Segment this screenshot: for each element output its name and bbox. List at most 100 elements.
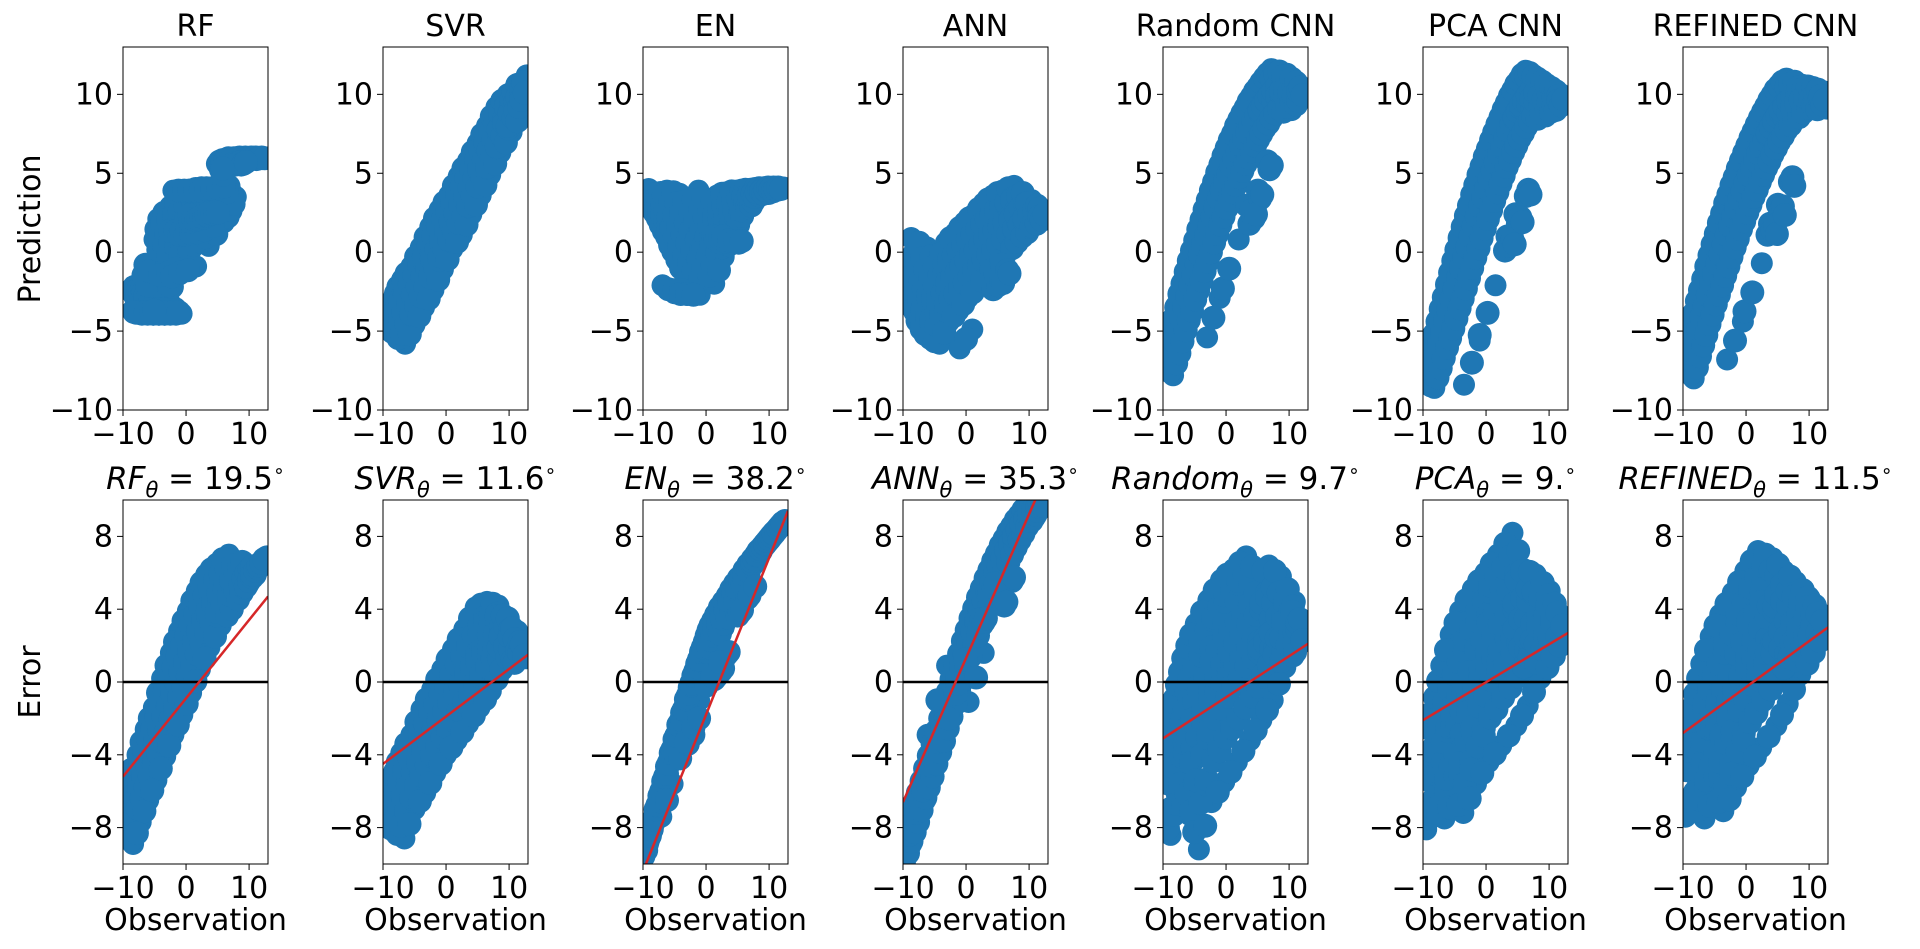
angle-model-name: RF — [106, 461, 147, 497]
y-tick-label: −4 — [329, 738, 373, 773]
y-tick-label: 0 — [1394, 235, 1413, 270]
scatter-point — [1259, 153, 1284, 178]
y-tick-label: 4 — [874, 592, 893, 627]
scatter-point — [1742, 744, 1767, 769]
x-tick-label: 10 — [750, 417, 788, 452]
y-tick-label: −10 — [50, 393, 113, 428]
subplot-title: REFINED CNN — [1653, 9, 1859, 44]
x-tick-label: −10 — [1131, 871, 1194, 906]
x-tick-label: 10 — [230, 871, 268, 906]
y-tick-label: −10 — [830, 393, 893, 428]
y-tick-label: −8 — [1369, 811, 1413, 846]
scatter-point — [192, 646, 217, 671]
axes-frame — [642, 46, 789, 411]
degree-symbol: ∘ — [1067, 460, 1079, 482]
y-tick-label: −10 — [570, 393, 633, 428]
regression-fit-line — [1683, 626, 1828, 735]
y-tick-label: −4 — [589, 738, 633, 773]
x-tick-label: 0 — [436, 871, 455, 906]
xlabel-observation: Observation — [1144, 903, 1327, 938]
subplot-title: EN — [695, 9, 736, 44]
y-tick-label: 5 — [1134, 156, 1153, 191]
scatter-point — [1717, 787, 1742, 812]
y-tick-label: 8 — [94, 519, 113, 554]
scatter-point — [964, 665, 989, 690]
scatter-point — [473, 173, 498, 198]
regression-fit-line — [1163, 642, 1308, 740]
y-tick-label: 5 — [94, 156, 113, 191]
scatter-point — [1764, 222, 1789, 246]
scatter-point — [1290, 83, 1308, 108]
x-tick-label: 10 — [1530, 871, 1568, 906]
angle-theta-subscript: θ — [417, 478, 430, 502]
scatter-point — [1770, 702, 1794, 727]
scatter-point — [1201, 305, 1226, 330]
scatter-point — [142, 298, 167, 323]
y-tick-label: 4 — [1394, 592, 1413, 627]
x-tick-label: 10 — [1010, 871, 1048, 906]
scatter-point — [1475, 300, 1500, 325]
scatter-point — [687, 706, 712, 731]
y-tick-label: 0 — [1134, 665, 1153, 700]
x-tick-label: 0 — [696, 417, 715, 452]
scatter-point — [1210, 276, 1235, 301]
plot-area — [1423, 521, 1568, 841]
x-tick-label: −10 — [1391, 417, 1454, 452]
angle-annotation: SVRθ = 11.6∘ — [355, 460, 557, 502]
y-tick-label: 5 — [1394, 156, 1413, 191]
plot-area — [903, 174, 1048, 360]
angle-theta-subscript: θ — [1240, 478, 1253, 502]
error-subplot: −10 0 10 −8 −4 0 4 8 REFINEDθ = 11.5∘ Observation — [1618, 460, 1892, 938]
x-tick-label: 0 — [176, 871, 195, 906]
y-tick-label: 8 — [1134, 519, 1153, 554]
degree-symbol: ∘ — [545, 460, 557, 482]
y-tick-label: −4 — [849, 738, 893, 773]
scatter-point — [1723, 328, 1747, 353]
x-tick-label: −10 — [351, 871, 414, 906]
ylabel-prediction: Prediction — [13, 154, 48, 303]
degree-symbol: ∘ — [273, 460, 285, 482]
scatter-point — [175, 258, 200, 283]
scatter-point — [1502, 232, 1527, 257]
angle-value: = 11.6 — [430, 461, 545, 497]
scatter-point — [1250, 182, 1275, 207]
regression-fit-line — [1423, 631, 1568, 722]
y-tick-label: 5 — [1654, 156, 1673, 191]
x-tick-label: 0 — [956, 417, 975, 452]
x-tick-label: −10 — [1651, 871, 1714, 906]
scatter-point — [1740, 280, 1765, 305]
scatter-point — [1244, 202, 1268, 227]
subplot-title: SVR — [425, 9, 485, 44]
angle-annotation: RFθ = 19.5∘ — [106, 460, 285, 502]
y-tick-label: 4 — [94, 592, 113, 627]
scatter-point — [1506, 539, 1531, 563]
scatter-point — [1496, 723, 1521, 748]
scatter-point — [166, 300, 191, 325]
xlabel-observation: Observation — [1404, 903, 1587, 938]
plot-area — [643, 509, 788, 864]
scatter-point — [1255, 698, 1279, 723]
angle-model-name: REFINED — [1618, 461, 1753, 497]
regression-fit-line — [383, 653, 528, 765]
scatter-point — [132, 799, 157, 824]
x-tick-label: −10 — [611, 417, 674, 452]
y-tick-label: 0 — [874, 665, 893, 700]
x-tick-label: 10 — [490, 871, 528, 906]
y-tick-label: −5 — [589, 314, 633, 349]
y-tick-label: 5 — [614, 156, 633, 191]
subplot-title: ANN — [943, 9, 1008, 44]
xlabel-observation: Observation — [104, 903, 287, 938]
angle-value: = 38.2 — [680, 461, 795, 497]
scatter-point — [1782, 677, 1806, 702]
scatter-point — [165, 712, 190, 737]
angle-theta-subscript: θ — [1753, 478, 1766, 502]
scatter-point — [1732, 299, 1757, 324]
plot-area — [1163, 58, 1308, 387]
y-tick-label: −5 — [1109, 314, 1153, 349]
error-subplot: −10 0 10 −8 −4 0 4 8 SVRθ = 11.6∘ Observation — [329, 460, 557, 938]
prediction-subplot: −10 0 10 −10 −5 0 5 10 RF — [50, 9, 269, 452]
regression-fit-line — [644, 510, 788, 864]
